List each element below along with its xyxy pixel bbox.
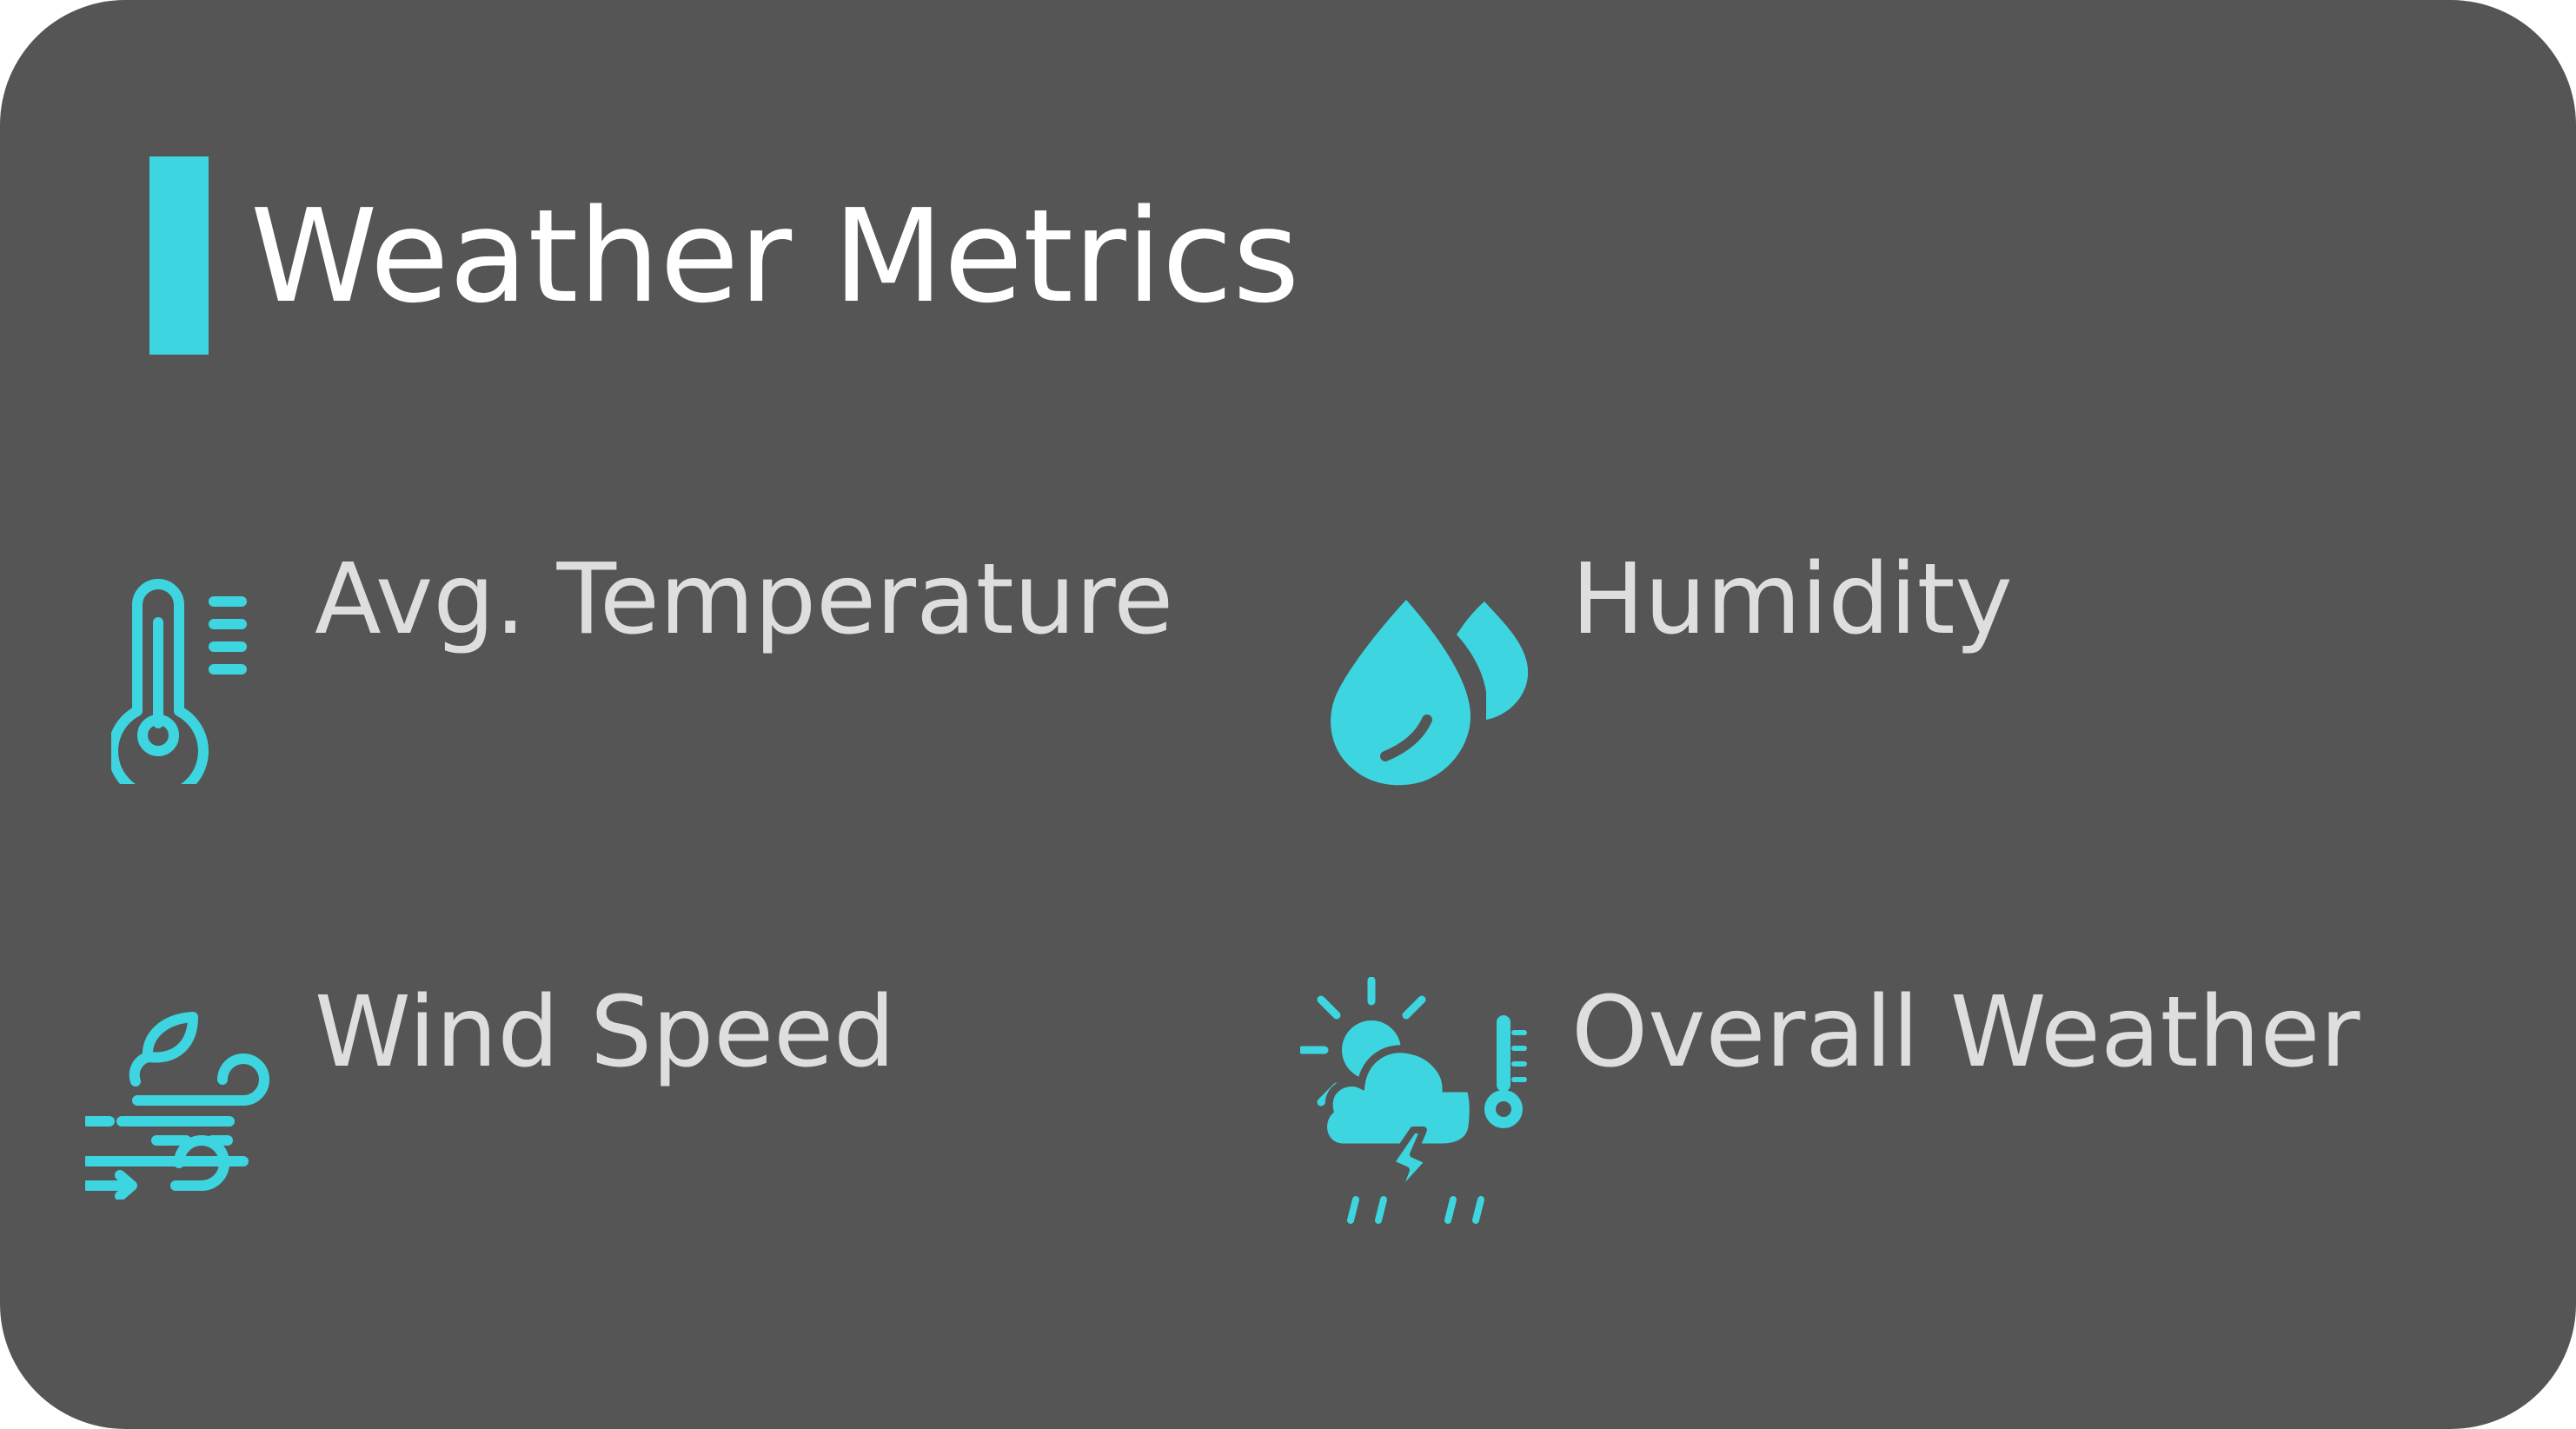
- metric-label-overall-weather: Overall Weather: [1571, 976, 2360, 1089]
- storm-weather-icon: [1300, 977, 1535, 1229]
- metric-label-wind-speed: Wind Speed: [315, 976, 896, 1089]
- metric-label-avg-temperature: Avg. Temperature: [315, 543, 1174, 656]
- card-title: Weather Metrics: [250, 182, 1300, 331]
- title-accent-bar: [149, 156, 209, 355]
- metric-label-humidity: Humidity: [1571, 543, 2013, 656]
- thermometer-icon: [111, 570, 250, 784]
- water-drops-icon: [1330, 595, 1538, 786]
- wind-icon: [85, 1008, 285, 1200]
